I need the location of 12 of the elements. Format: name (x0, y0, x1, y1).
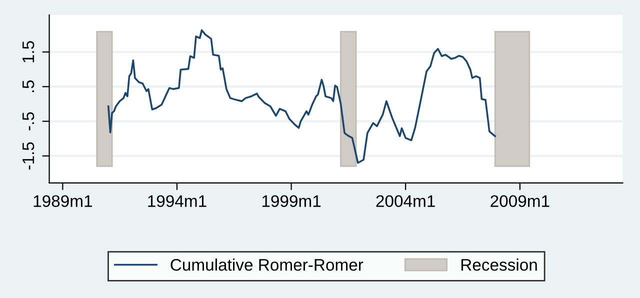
y-tick-label: .5 (22, 80, 34, 92)
x-tick-label: 2009m1 (490, 195, 550, 208)
y-tick-label: 1.5 (22, 41, 34, 62)
legend-label: Cumulative Romer-Romer (170, 258, 364, 271)
x-tick-label: 2004m1 (376, 195, 435, 208)
x-tick-label: 1989m1 (34, 195, 92, 208)
legend-label: Recession (461, 258, 537, 271)
y-tick-label: -.5 (22, 112, 34, 130)
y-tick-label: -1.5 (22, 142, 34, 170)
x-tick-label: 1999m1 (262, 195, 321, 208)
line-series (107, 29, 496, 164)
x-tick-label: 1994m1 (148, 195, 206, 208)
